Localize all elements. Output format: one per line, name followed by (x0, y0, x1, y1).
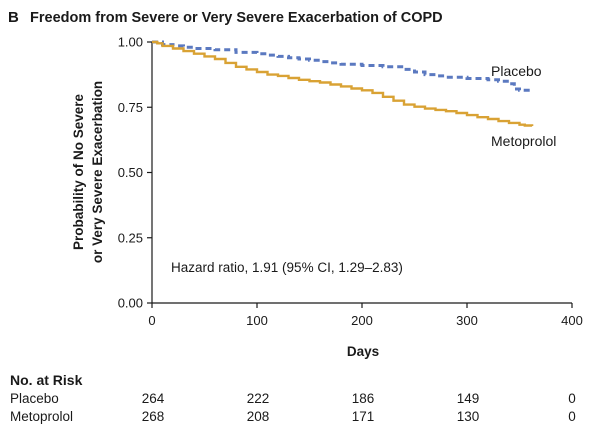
risk-cell: 264 (142, 391, 165, 406)
x-tick-label: 400 (561, 313, 583, 328)
y-tick-label: 0.50 (118, 165, 143, 180)
risk-cell: 222 (247, 391, 270, 406)
x-axis-title: Days (347, 344, 379, 359)
x-tick-label: 100 (246, 313, 268, 328)
y-tick-label: 0.75 (118, 100, 143, 115)
tick-layer: 0 100 200 300 400 0.00 0.25 0.50 0.75 1.00 (118, 35, 583, 329)
risk-cell: 130 (457, 409, 480, 424)
series-label-metoprolol: Metoprolol (491, 133, 556, 149)
risk-table-title: No. at Risk (10, 372, 83, 388)
x-tick-label: 300 (456, 313, 478, 328)
series-line-placebo (152, 40, 534, 92)
hazard-ratio-annotation: Hazard ratio, 1.91 (95% CI, 1.29–2.83) (171, 260, 403, 275)
x-tick-label: 200 (351, 313, 373, 328)
risk-cell: 0 (568, 409, 576, 424)
risk-cell: 149 (457, 391, 480, 406)
risk-cell: 171 (352, 409, 375, 424)
y-tick-label: 0.00 (118, 296, 143, 311)
risk-row-label-placebo: Placebo (10, 391, 59, 406)
y-tick-label: 1.00 (118, 35, 143, 50)
y-axis-title-line-1: Probability of No Severe (71, 93, 86, 250)
series-line-metoprolol (152, 40, 534, 127)
x-tick-label: 0 (148, 313, 155, 328)
y-axis-title-line-2: or Very Severe Exacerbation (90, 81, 105, 263)
series-layer (152, 40, 534, 127)
risk-cell: 208 (247, 409, 270, 424)
panel-letter: B (8, 9, 19, 26)
y-tick-label: 0.25 (118, 230, 143, 245)
series-label-placebo: Placebo (491, 63, 542, 79)
chart-title: Freedom from Severe or Very Severe Exace… (30, 10, 443, 26)
risk-cell: 0 (568, 391, 576, 406)
risk-cell: 268 (142, 409, 165, 424)
risk-row-label-metoprolol: Metoprolol (10, 409, 73, 424)
risk-cell: 186 (352, 391, 375, 406)
